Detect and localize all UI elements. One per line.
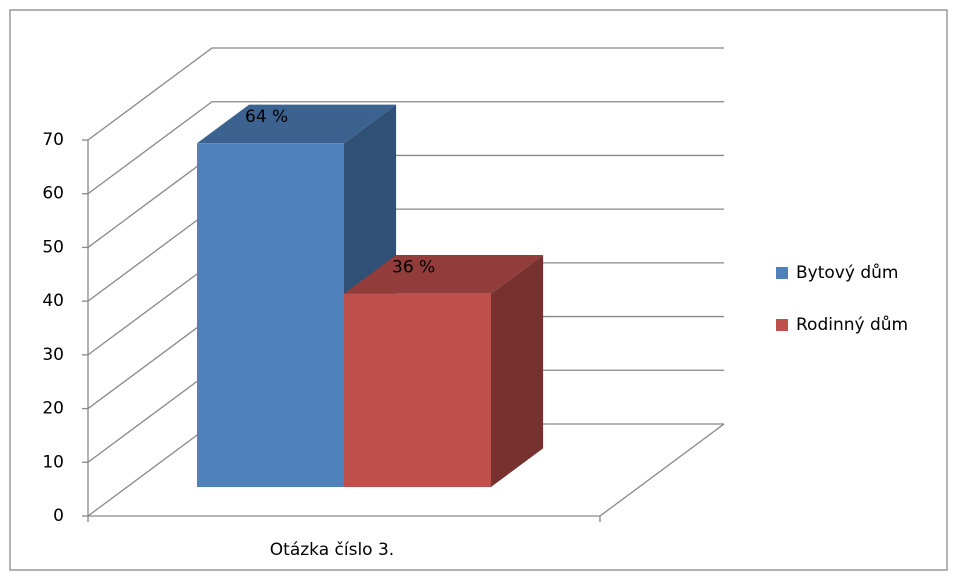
y-tick-label: 40 [42, 291, 64, 311]
legend-label: Bytový dům [796, 263, 898, 283]
y-tick-label: 20 [42, 399, 64, 419]
bar [197, 143, 344, 488]
data-label: 36 % [392, 258, 435, 278]
grid-line [87, 101, 724, 195]
bar-side [491, 255, 544, 488]
y-tick-label: 0 [53, 506, 64, 526]
data-label: 64 % [245, 107, 288, 127]
bar [344, 293, 491, 488]
legend-label: Rodinný dům [796, 315, 908, 335]
y-tick-label: 30 [42, 345, 64, 365]
y-tick-label: 70 [42, 130, 64, 150]
x-tick-label: Otázka číslo 3. [270, 540, 394, 560]
y-tick-label: 60 [42, 184, 64, 204]
bar-top [344, 255, 544, 294]
y-tick-label: 10 [42, 452, 64, 472]
legend-swatch [776, 267, 788, 279]
grid-line [87, 47, 724, 141]
y-tick-label: 50 [42, 237, 64, 257]
legend-swatch [776, 319, 788, 331]
bar-top [197, 104, 397, 144]
